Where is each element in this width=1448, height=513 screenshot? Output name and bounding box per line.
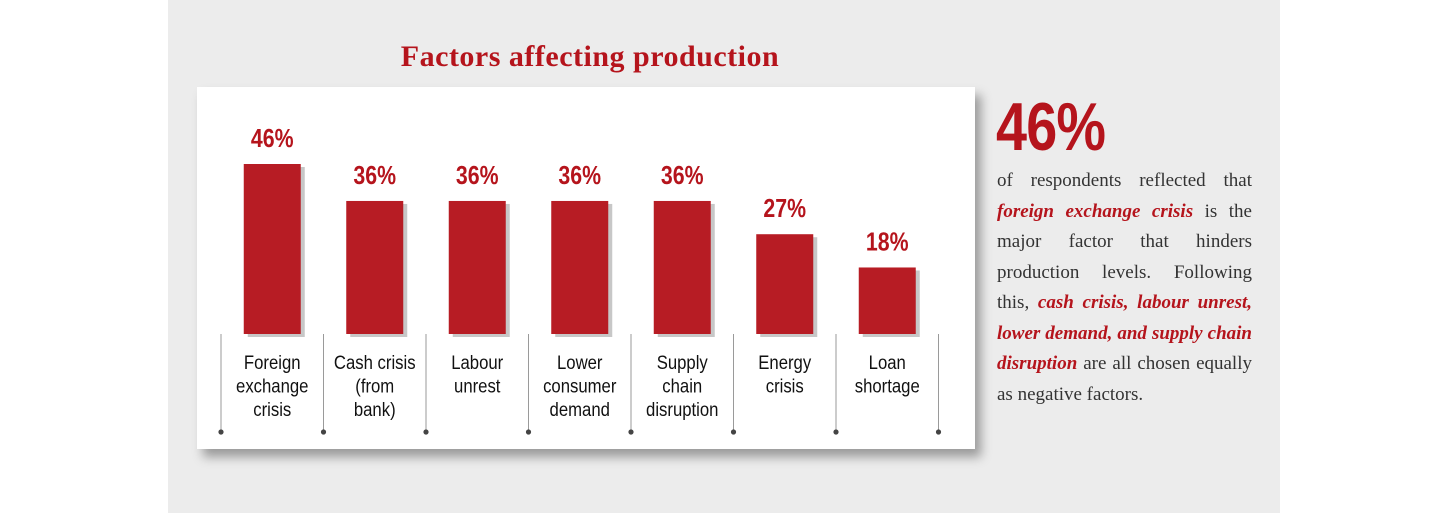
callout-text-1: of respondents reflected that bbox=[997, 170, 1252, 191]
category-label: (from bbox=[355, 376, 394, 397]
divider-dot bbox=[218, 429, 224, 435]
category-label: Cash crisis bbox=[334, 352, 416, 373]
bar-value-label: 36% bbox=[558, 161, 601, 191]
bar bbox=[653, 200, 711, 334]
bar-value-label: 36% bbox=[353, 161, 396, 191]
bar bbox=[756, 234, 814, 334]
callout-value: 46% bbox=[996, 89, 1106, 165]
callout-highlight-2: cash crisis, labour unrest, lower demand… bbox=[997, 292, 1252, 374]
bar-value-label: 27% bbox=[763, 194, 806, 224]
category-label: disruption bbox=[646, 399, 718, 420]
category-label: Loan bbox=[869, 352, 906, 373]
divider-dot bbox=[730, 429, 737, 435]
bar-value-label: 18% bbox=[866, 228, 909, 258]
category-label: Labour bbox=[451, 352, 503, 373]
callout-text-2: is the major factor that hinders product… bbox=[997, 200, 1252, 314]
divider-dot bbox=[628, 429, 634, 435]
divider-dot bbox=[320, 429, 327, 435]
category-label: unrest bbox=[454, 376, 500, 397]
bar bbox=[551, 200, 609, 334]
category-label: bank) bbox=[354, 399, 396, 420]
divider-dot bbox=[423, 429, 429, 435]
category-label: consumer bbox=[543, 376, 616, 397]
bar bbox=[858, 267, 916, 334]
bar bbox=[346, 200, 404, 334]
bar-value-label: 36% bbox=[456, 161, 499, 191]
bar bbox=[243, 164, 301, 334]
category-label: exchange bbox=[236, 376, 308, 397]
category-label: Foreign bbox=[244, 352, 301, 373]
category-label: shortage bbox=[855, 376, 920, 397]
bar bbox=[448, 200, 506, 334]
category-label: demand bbox=[550, 399, 610, 420]
category-label: crisis bbox=[253, 399, 291, 420]
bar-value-label: 46% bbox=[251, 124, 294, 154]
callout-description: of respondents reflected that foreign ex… bbox=[997, 166, 1252, 410]
chart-title: Factors affecting production bbox=[400, 40, 780, 73]
divider-dot bbox=[935, 429, 942, 435]
bar-value-label: 36% bbox=[661, 161, 704, 191]
divider-dot bbox=[833, 429, 839, 435]
category-label: chain bbox=[662, 376, 702, 397]
callout-text-3: are all chosen equally as negative facto… bbox=[997, 353, 1252, 405]
category-label: crisis bbox=[766, 376, 804, 397]
divider-dot bbox=[525, 429, 532, 435]
callout-highlight-1: foreign exchange crisis bbox=[997, 200, 1194, 222]
category-label: Lower bbox=[557, 352, 603, 373]
category-label: Energy bbox=[758, 352, 811, 373]
category-label: Supply bbox=[657, 352, 708, 373]
